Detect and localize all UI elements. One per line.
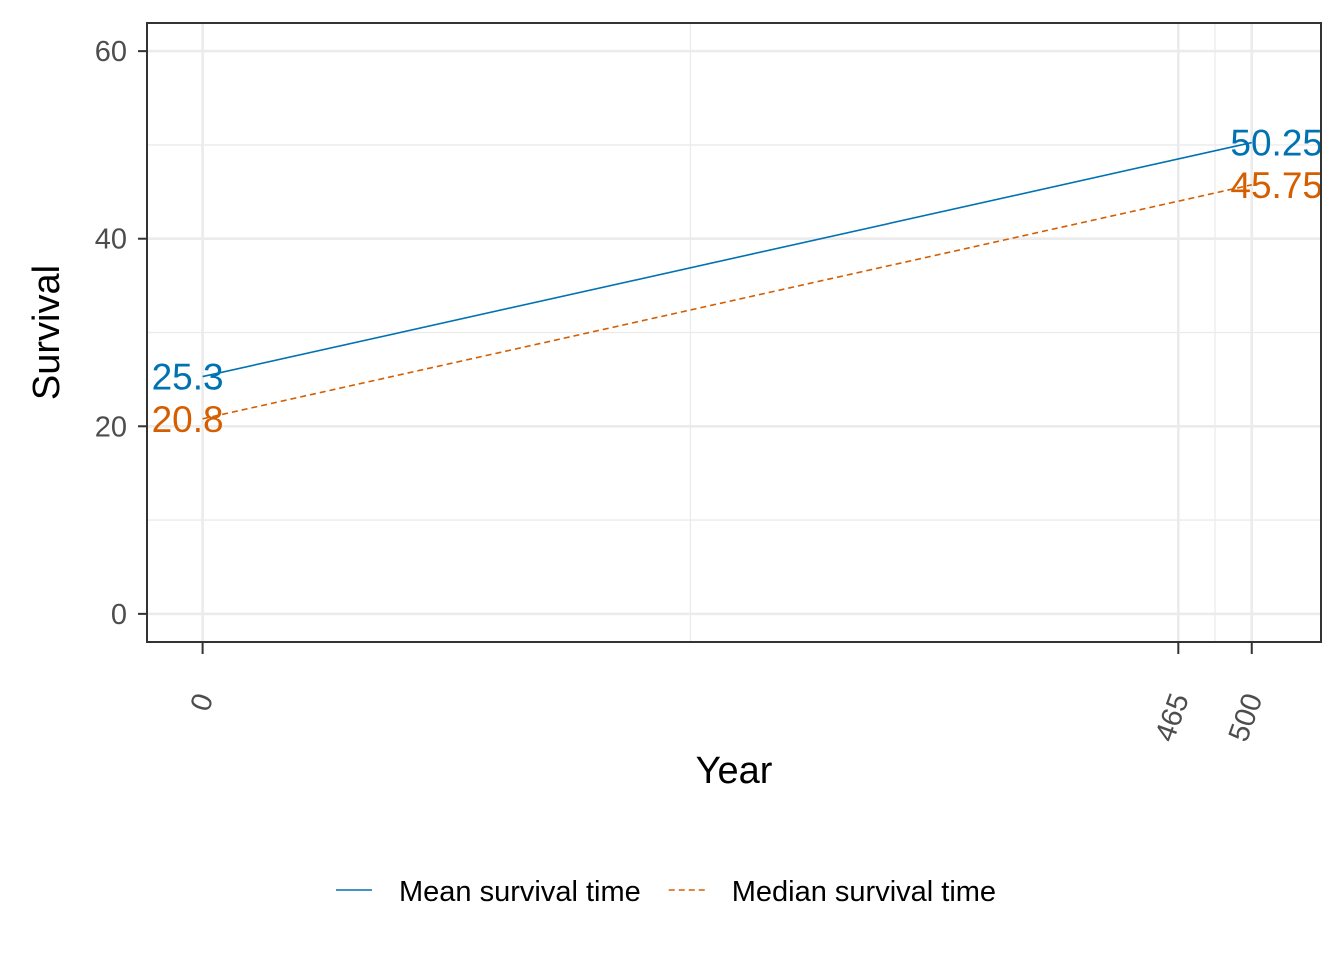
plot-panel-border xyxy=(146,22,1322,643)
series-lines xyxy=(202,141,1252,420)
x-tick-label: 465 xyxy=(1149,689,1196,745)
data-label: 50.25 xyxy=(1230,123,1323,164)
legend: Mean survival time Median survival time xyxy=(336,876,996,908)
legend-label: Mean survival time xyxy=(399,876,641,908)
y-axis-title: Survival xyxy=(26,265,68,400)
grid-lines xyxy=(147,23,1321,642)
y-tick-label: 60 xyxy=(95,36,127,68)
y-tick-label: 0 xyxy=(111,599,127,631)
data-label: 45.75 xyxy=(1230,165,1323,206)
x-axis-title: Year xyxy=(696,750,773,792)
legend-label: Median survival time xyxy=(732,876,996,908)
data-label: 20.8 xyxy=(152,399,224,440)
series-line-median xyxy=(202,184,1252,420)
data-labels: 25.3 50.25 20.8 45.75 xyxy=(152,123,1323,440)
y-tick-label: 20 xyxy=(95,411,127,443)
data-label: 25.3 xyxy=(152,357,224,398)
axis-ticks: 0 20 40 60 0 465 500 xyxy=(95,36,1270,746)
x-tick-label: 500 xyxy=(1223,689,1270,745)
y-tick-label: 40 xyxy=(95,224,127,256)
series-line-mean xyxy=(202,141,1252,378)
x-tick-label: 0 xyxy=(185,689,221,715)
